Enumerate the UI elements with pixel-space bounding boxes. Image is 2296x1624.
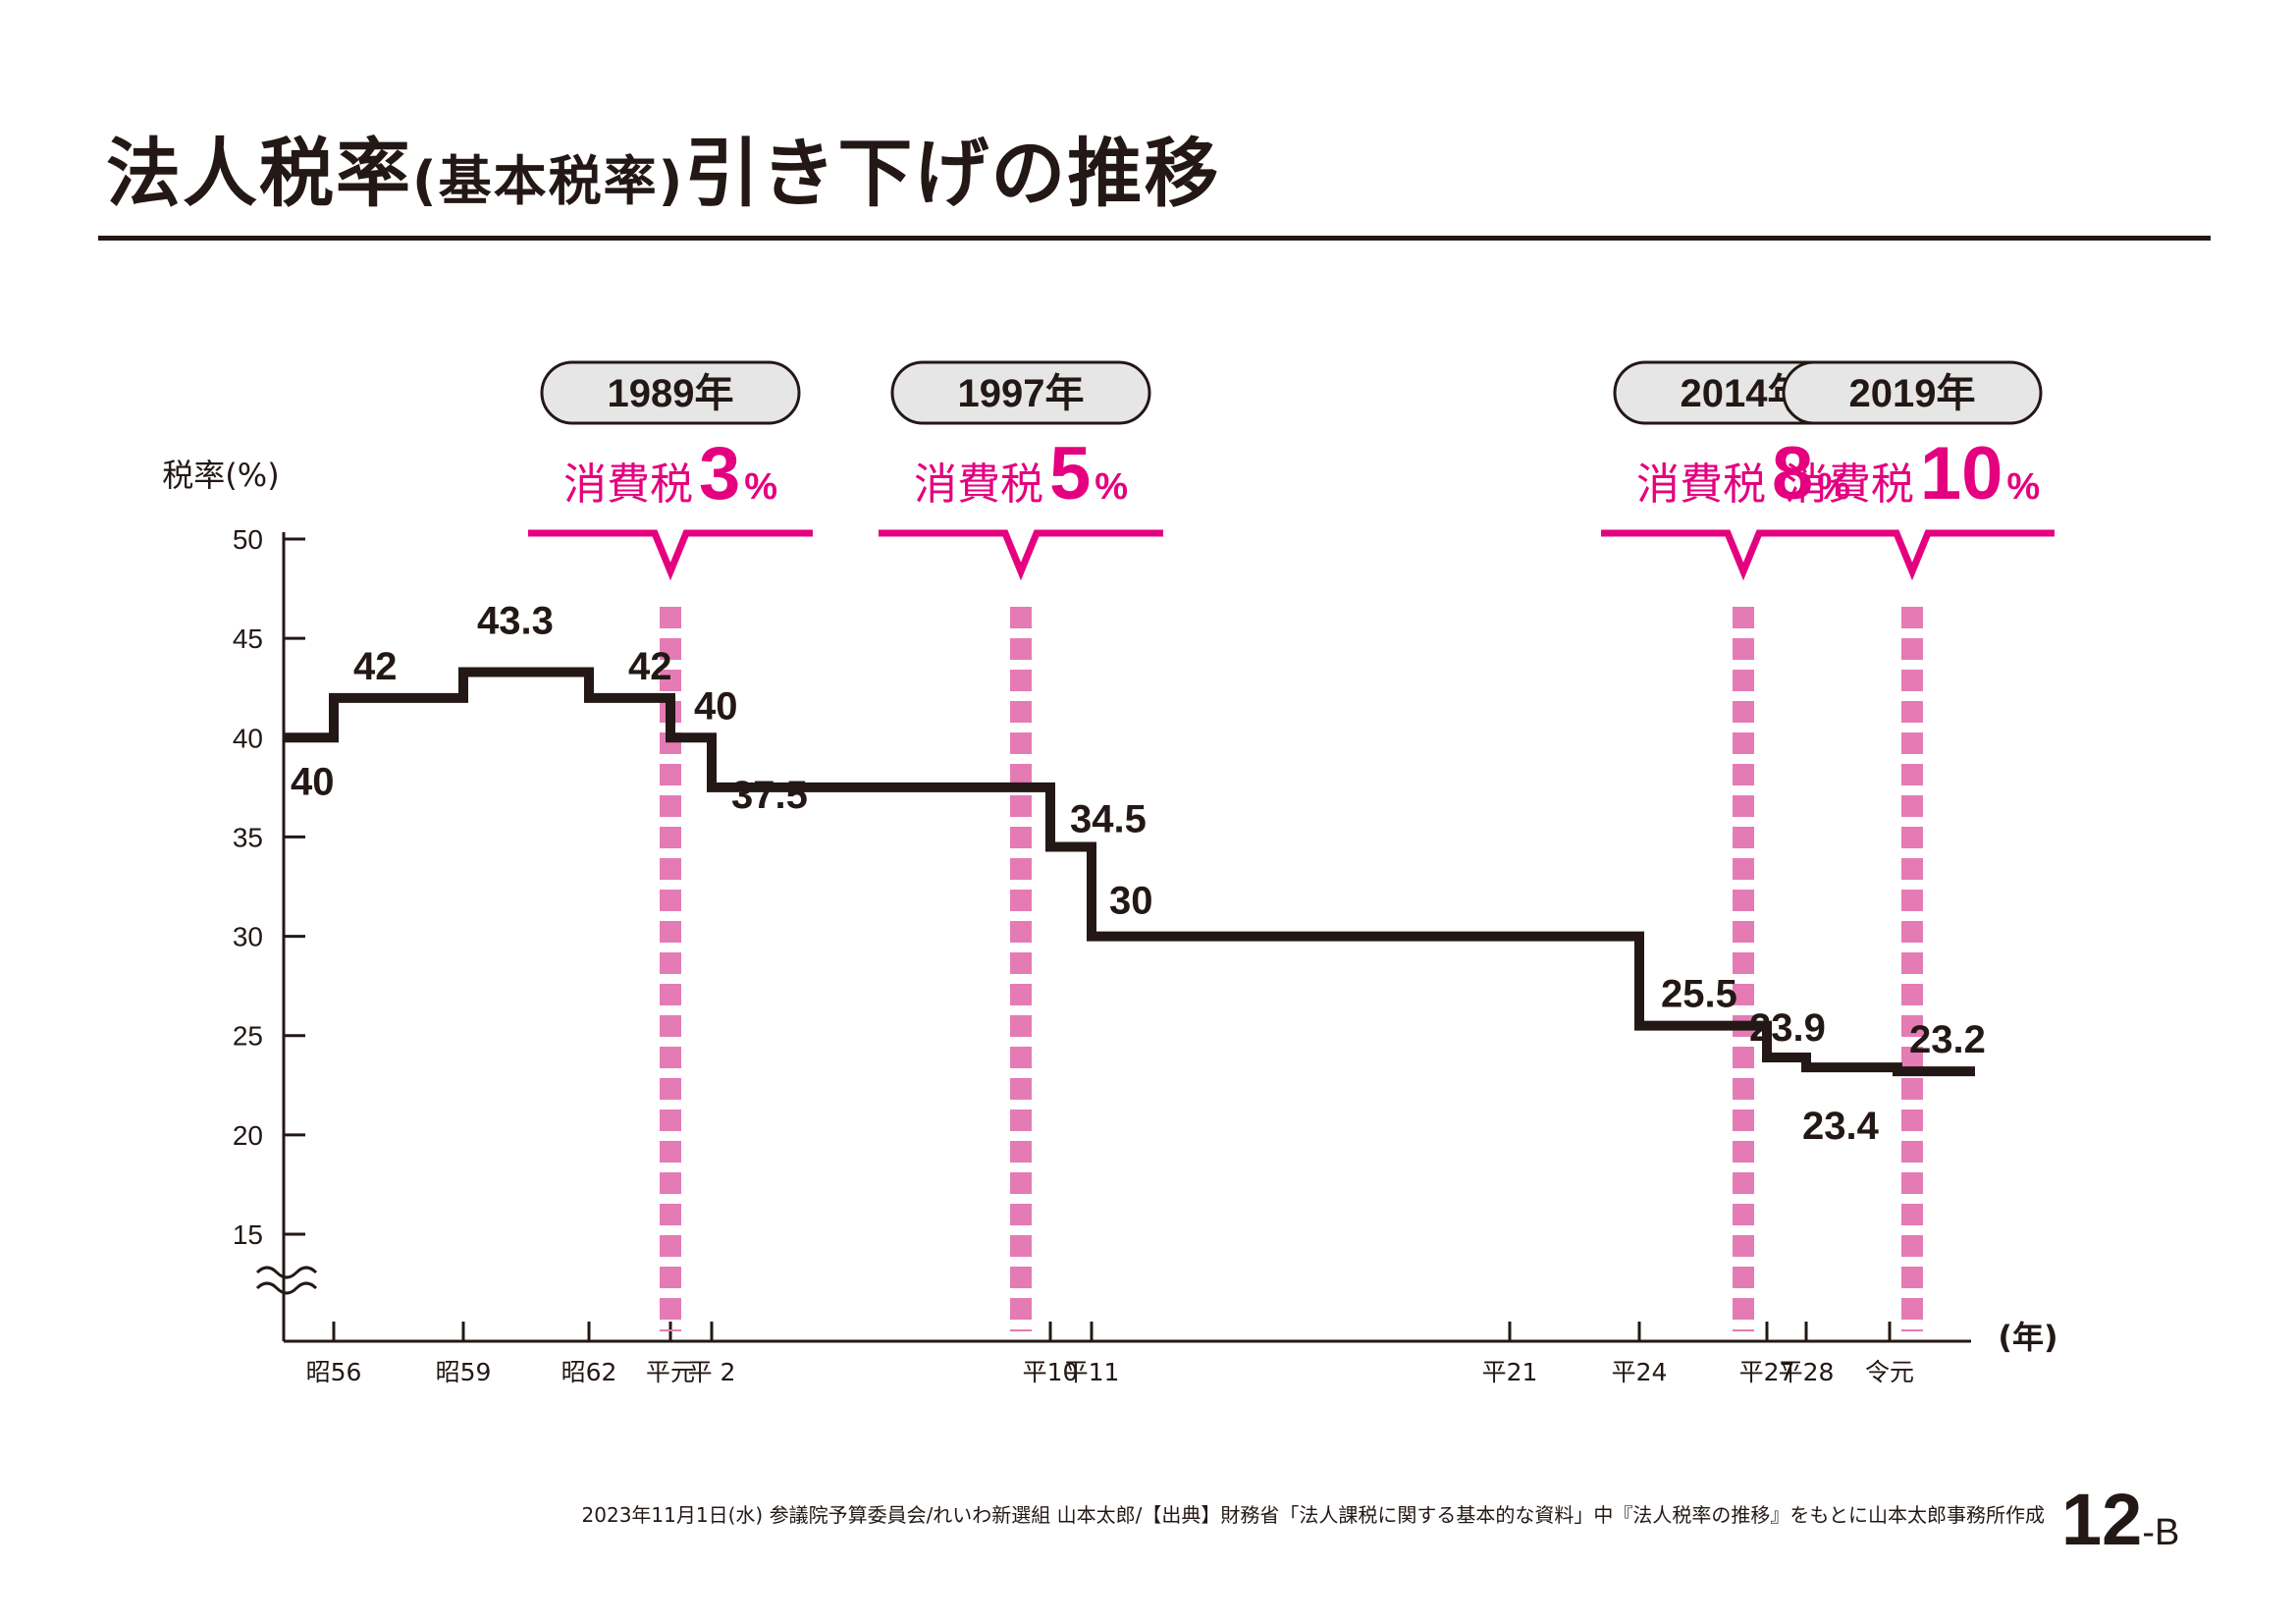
callout-pointer bbox=[879, 529, 1163, 581]
callout-pointer bbox=[1770, 529, 2055, 581]
consumption-tax-unit: % bbox=[1817, 466, 1850, 508]
consumption-tax-rate: 5 bbox=[1049, 432, 1091, 515]
y-tick-label: 25 bbox=[233, 1021, 263, 1052]
x-tick-label: 昭62 bbox=[561, 1358, 617, 1386]
consumption-tax-rate: 3 bbox=[699, 432, 740, 515]
consumption-tax-unit: % bbox=[1095, 466, 1128, 508]
title-main-after: 引き下げの推移 bbox=[684, 130, 1221, 217]
footer-source: 2023年11月1日(水) 参議院予算委員会/れいわ新選組 山本太郎/【出典】財… bbox=[581, 1503, 2045, 1527]
consumption-tax-label: 消費税5% bbox=[914, 432, 1128, 515]
page-number-main: 12 bbox=[2061, 1479, 2143, 1560]
data-label: 25.5 bbox=[1661, 973, 1737, 1016]
page-number: 12-B bbox=[2061, 1478, 2179, 1561]
title-sub: (基本税率) bbox=[412, 150, 685, 212]
tax-rate-step-line bbox=[285, 667, 1975, 1077]
axis-break-mark bbox=[255, 1281, 318, 1295]
consumption-tax-text: 消費税 bbox=[1636, 460, 1766, 510]
data-label: 43.3 bbox=[477, 600, 554, 643]
x-tick-label: 平24 bbox=[1612, 1358, 1668, 1386]
data-label: 40 bbox=[291, 760, 335, 803]
year-pill bbox=[540, 360, 801, 425]
consumption-tax-label: 消費税3% bbox=[563, 432, 777, 515]
x-tick-label: 平27 bbox=[1739, 1358, 1795, 1386]
x-tick-label: 平21 bbox=[1482, 1358, 1538, 1386]
y-tick-label: 45 bbox=[233, 623, 263, 654]
y-tick-label: 40 bbox=[233, 723, 263, 753]
page-title: 法人税率(基本税率)引き下げの推移 bbox=[106, 113, 1220, 221]
year-pill bbox=[1782, 360, 2043, 425]
consumption-tax-label: 消費税10% bbox=[1785, 432, 2040, 515]
year-pill bbox=[890, 360, 1151, 425]
data-label: 42 bbox=[628, 645, 672, 688]
data-label: 34.5 bbox=[1070, 798, 1147, 841]
consumption-tax-rate: 8 bbox=[1772, 432, 1813, 515]
data-label: 30 bbox=[1109, 880, 1153, 923]
y-axis-label: 税率(%) bbox=[162, 457, 279, 494]
callout-pointer bbox=[528, 529, 813, 581]
year-pill-label: 1989年 bbox=[608, 372, 734, 415]
x-axis-label: (年) bbox=[1998, 1319, 2057, 1356]
consumption-tax-unit: % bbox=[2006, 466, 2040, 508]
y-tick-label: 35 bbox=[233, 822, 263, 852]
data-label: 23.9 bbox=[1749, 1006, 1826, 1050]
consumption-tax-rate: 10 bbox=[1920, 432, 2003, 515]
data-label: 42 bbox=[353, 645, 398, 688]
consumption-tax-unit: % bbox=[744, 466, 777, 508]
data-label: 40 bbox=[694, 684, 738, 728]
title-main-before: 法人税率 bbox=[106, 130, 412, 217]
x-tick-label: 平元 bbox=[646, 1358, 695, 1386]
callout-pointer bbox=[1601, 529, 1886, 581]
x-tick-label: 令元 bbox=[1865, 1358, 1914, 1386]
x-tick-label: 平 2 bbox=[688, 1358, 736, 1386]
data-label: 37.5 bbox=[731, 774, 808, 817]
x-tick-label: 平11 bbox=[1064, 1358, 1120, 1386]
y-tick-label: 20 bbox=[233, 1120, 263, 1151]
data-label: 23.2 bbox=[1909, 1018, 1986, 1061]
consumption-tax-text: 消費税 bbox=[563, 460, 693, 510]
x-tick-label: 平10 bbox=[1023, 1358, 1079, 1386]
consumption-tax-text: 消費税 bbox=[1785, 460, 1914, 510]
y-tick-label: 30 bbox=[233, 922, 263, 952]
x-tick-label: 昭56 bbox=[306, 1358, 362, 1386]
x-tick-label: 平28 bbox=[1779, 1358, 1835, 1386]
consumption-tax-label: 消費税8% bbox=[1636, 432, 1850, 515]
title-rule bbox=[98, 236, 2211, 241]
x-tick-label: 昭59 bbox=[436, 1358, 492, 1386]
year-pill-label: 2019年 bbox=[1849, 372, 1976, 415]
axis-break-mark bbox=[255, 1266, 318, 1279]
data-label: 23.4 bbox=[1802, 1105, 1880, 1148]
y-tick-label: 15 bbox=[233, 1219, 263, 1250]
consumption-tax-text: 消費税 bbox=[914, 460, 1043, 510]
year-pill-label: 1997年 bbox=[958, 372, 1085, 415]
y-tick-label: 50 bbox=[233, 524, 263, 555]
page-number-suffix: -B bbox=[2142, 1512, 2180, 1553]
